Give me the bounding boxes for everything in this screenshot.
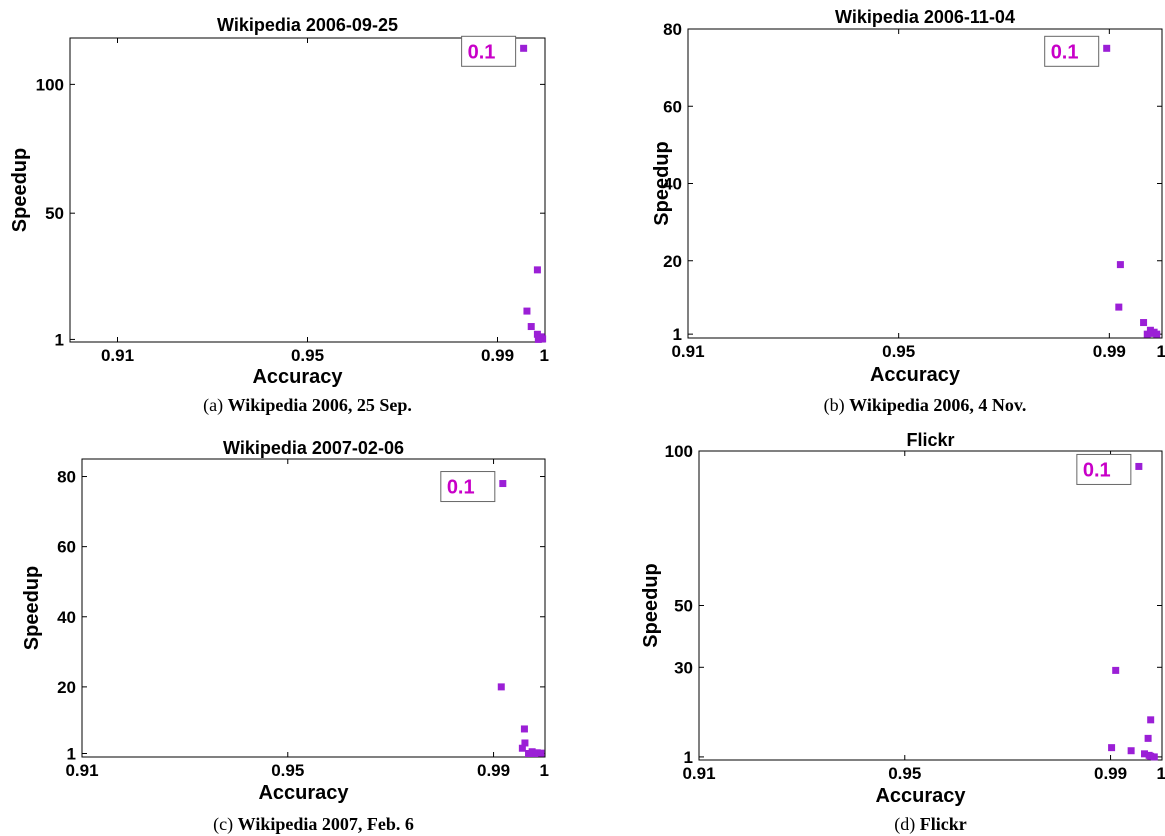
chart-panel-3: Wikipedia 2007-02-06 0.91 0.95 0.99 1 1 20 40 60… xyxy=(21,438,549,835)
data-point xyxy=(533,330,541,338)
chart-panel-2: Wikipedia 2006-11-04 0.91 0.95 0.99 1 1 20 40 60… xyxy=(651,7,1165,416)
data-point xyxy=(1112,666,1120,674)
annotation-label: 0.1 xyxy=(1051,41,1079,63)
x-tick-label: 0.99 xyxy=(481,346,514,365)
y-tick-label: 80 xyxy=(663,20,682,39)
chart-panel-1: Wikipedia 2006-09-25 0.91 0.95 0.99 1 1 50 100 A… xyxy=(9,15,549,416)
data-point xyxy=(1115,303,1123,311)
data-point xyxy=(521,739,529,747)
y-tick-label: 20 xyxy=(57,678,76,697)
x-tick-label: 1 xyxy=(1157,342,1165,361)
chart-title: Wikipedia 2007-02-06 xyxy=(223,438,404,458)
subfigure-caption: (d) Flickr xyxy=(894,814,967,835)
y-tick-label: 100 xyxy=(36,75,64,94)
y-tick-label: 80 xyxy=(57,468,76,487)
data-point xyxy=(518,744,526,752)
data-point xyxy=(497,683,505,691)
annotation-label: 0.1 xyxy=(468,41,496,63)
data-point xyxy=(1144,734,1152,742)
x-axis-title: Accuracy xyxy=(252,366,343,388)
data-point xyxy=(531,749,539,757)
x-tick-label: 0.99 xyxy=(477,761,510,780)
plot-frame xyxy=(687,28,1163,339)
x-axis-title: Accuracy xyxy=(870,364,961,386)
x-axis-title: Accuracy xyxy=(875,785,966,807)
data-point xyxy=(523,307,531,315)
data-point xyxy=(539,335,547,343)
data-point xyxy=(1147,329,1155,337)
x-tick-label: 0.91 xyxy=(682,764,715,783)
data-point xyxy=(1140,319,1148,327)
x-tick-label: 0.91 xyxy=(671,342,704,361)
x-tick-label: 1 xyxy=(1157,764,1165,783)
y-tick-label: 50 xyxy=(45,204,64,223)
x-tick-label: 0.91 xyxy=(65,761,98,780)
y-tick-label: 1 xyxy=(673,325,682,344)
data-point xyxy=(525,749,533,757)
x-tick-label: 0.95 xyxy=(271,761,304,780)
y-tick-label: 1 xyxy=(684,748,693,767)
data-point xyxy=(1141,750,1149,758)
chart-panel-4: Flickr 0.91 0.95 0.99 1 1 30 50 100 Accuracy Speed… xyxy=(640,430,1165,835)
data-point xyxy=(1116,261,1124,269)
x-tick-label: 0.91 xyxy=(101,346,134,365)
y-tick-label: 20 xyxy=(663,252,682,271)
x-tick-label: 1 xyxy=(540,761,549,780)
chart-title: Wikipedia 2006-11-04 xyxy=(835,7,1015,27)
data-point xyxy=(520,44,528,52)
y-tick-label: 30 xyxy=(674,658,693,677)
y-axis-title: Speedup xyxy=(9,148,31,232)
annotation-box xyxy=(440,471,496,503)
y-tick-label: 60 xyxy=(663,97,682,116)
y-tick-label: 40 xyxy=(57,608,76,627)
data-point xyxy=(1147,752,1155,760)
x-tick-label: 0.99 xyxy=(1093,342,1126,361)
data-point xyxy=(537,749,545,757)
data-point xyxy=(520,725,528,733)
x-tick-label: 0.95 xyxy=(888,764,921,783)
annotation-box xyxy=(1076,453,1132,485)
y-tick-label: 50 xyxy=(674,597,693,616)
data-point xyxy=(1103,44,1111,52)
y-tick-label: 1 xyxy=(55,330,64,349)
y-tick-label: 100 xyxy=(665,442,693,461)
data-point xyxy=(533,266,541,274)
data-point xyxy=(1135,462,1143,470)
data-point xyxy=(499,480,507,488)
subfigure-caption: (c) Wikipedia 2007, Feb. 6 xyxy=(213,814,414,835)
x-tick-label: 0.99 xyxy=(1094,764,1127,783)
data-point xyxy=(1108,744,1116,752)
plot-frame xyxy=(698,450,1163,761)
data-point xyxy=(1153,330,1161,338)
plot-frame xyxy=(69,37,546,343)
y-tick-label: 60 xyxy=(57,538,76,557)
annotation-box xyxy=(461,35,517,67)
subfigure-caption: (b) Wikipedia 2006, 4 Nov. xyxy=(824,395,1027,416)
annotation-label: 0.1 xyxy=(1083,459,1111,481)
data-point xyxy=(1150,753,1158,761)
y-tick-label: 40 xyxy=(663,175,682,194)
chart-title: Wikipedia 2006-09-25 xyxy=(217,15,398,35)
subfigure-caption: (a) Wikipedia 2006, 25 Sep. xyxy=(203,395,412,416)
data-point xyxy=(1147,716,1155,724)
data-point xyxy=(1127,747,1135,755)
annotation-label: 0.1 xyxy=(447,477,475,499)
x-tick-label: 1 xyxy=(540,346,549,365)
y-tick-label: 1 xyxy=(67,744,76,763)
y-axis-title: Speedup xyxy=(21,566,43,650)
y-axis-title: Speedup xyxy=(651,141,673,225)
y-axis-title: Speedup xyxy=(640,563,662,647)
data-point xyxy=(527,323,535,331)
chart-title: Flickr xyxy=(906,430,954,450)
annotation-box xyxy=(1044,35,1100,67)
data-point xyxy=(1143,330,1151,338)
x-tick-label: 0.95 xyxy=(882,342,915,361)
x-tick-label: 0.95 xyxy=(291,346,324,365)
x-axis-title: Accuracy xyxy=(258,782,349,804)
plot-frame xyxy=(81,458,546,758)
